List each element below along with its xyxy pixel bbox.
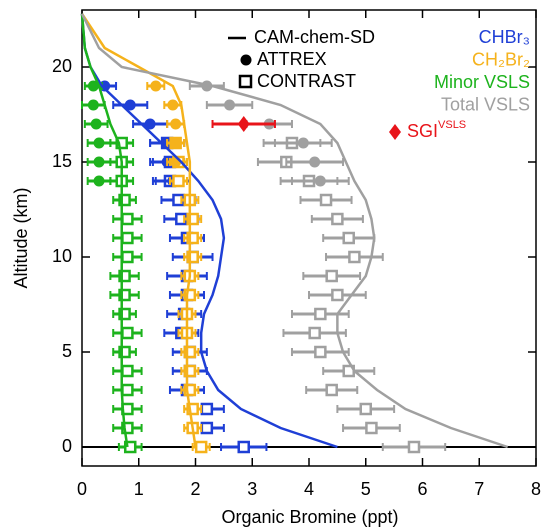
contrast-marker <box>121 383 134 397</box>
legend-label: CONTRAST <box>257 71 356 91</box>
legend-marker <box>240 54 252 66</box>
y-tick-label: 0 <box>62 436 72 456</box>
contrast-marker <box>359 402 372 416</box>
contrast-marker <box>308 326 321 340</box>
attrex-marker <box>93 137 105 149</box>
contrast-marker <box>186 231 199 245</box>
contrast-marker <box>118 269 131 283</box>
x-tick-label: 5 <box>361 479 371 499</box>
attrex-marker <box>297 137 309 149</box>
y-tick-label: 10 <box>52 246 72 266</box>
x-tick-label: 4 <box>304 479 314 499</box>
legend-label: SGIVSLS <box>407 119 466 141</box>
legend-label: Minor VSLS <box>434 72 530 92</box>
contrast-marker <box>121 364 134 378</box>
attrex-marker <box>150 80 162 92</box>
attrex-marker <box>93 156 105 168</box>
model-line <box>80 13 338 449</box>
legend-label: CH₂Br₂ <box>472 49 530 69</box>
attrex-marker <box>87 80 99 92</box>
attrex-marker <box>170 118 182 130</box>
contrast-marker <box>118 307 131 321</box>
contrast-marker <box>237 440 250 454</box>
contrast-marker <box>123 440 137 454</box>
legend-label: ATTREX <box>257 49 327 69</box>
contrast-marker <box>314 345 327 359</box>
y-tick-label: 20 <box>52 56 72 76</box>
contrast-marker <box>325 269 338 283</box>
x-tick-label: 8 <box>531 479 541 499</box>
legend-marker <box>389 124 401 140</box>
contrast-marker <box>407 440 421 454</box>
contrast-marker <box>183 383 197 397</box>
contrast-marker <box>186 250 199 264</box>
contrast-marker <box>118 345 131 359</box>
contrast-marker <box>121 421 134 435</box>
attrex-marker <box>124 99 136 111</box>
y-tick-label: 5 <box>62 341 72 361</box>
model-line <box>80 13 129 448</box>
contrast-marker <box>314 307 327 321</box>
model-line <box>80 13 197 448</box>
x-tick-label: 0 <box>77 479 87 499</box>
attrex-marker <box>93 175 105 187</box>
contrast-marker <box>325 383 338 397</box>
contrast-marker <box>365 421 378 435</box>
contrast-marker <box>200 402 214 416</box>
y-tick-label: 15 <box>52 151 72 171</box>
legend-marker <box>238 74 253 89</box>
x-tick-label: 1 <box>134 479 144 499</box>
legend-label: CAM-chem-SD <box>254 27 375 47</box>
contrast-marker <box>183 288 197 302</box>
x-tick-label: 7 <box>474 479 484 499</box>
contrast-marker <box>200 421 214 435</box>
legend-label: CHBr₃ <box>479 27 530 47</box>
contrast-marker <box>118 288 131 302</box>
contrast-marker <box>183 345 197 359</box>
attrex-marker <box>224 99 236 111</box>
contrast-marker <box>121 326 134 340</box>
attrex-marker <box>144 118 156 130</box>
x-tick-label: 2 <box>190 479 200 499</box>
contrast-marker <box>319 193 333 207</box>
contrast-marker <box>342 231 355 245</box>
contrast-marker <box>348 250 361 264</box>
contrast-marker <box>186 212 199 226</box>
y-axis-label: Altitude (km) <box>11 187 31 288</box>
model-line <box>80 13 509 449</box>
sgi-marker <box>237 116 250 132</box>
contrast-marker <box>331 212 344 226</box>
x-axis-label: Organic Bromine (ppt) <box>221 507 398 527</box>
attrex-marker <box>167 99 179 111</box>
contrast-marker <box>118 193 131 207</box>
contrast-marker <box>331 288 344 302</box>
attrex-marker <box>309 156 321 168</box>
attrex-marker <box>90 118 102 130</box>
attrex-marker <box>314 175 326 187</box>
contrast-marker <box>121 212 134 226</box>
legend-label-main: SGI <box>407 121 438 141</box>
contrast-marker <box>172 174 185 188</box>
contrast-marker <box>121 231 134 245</box>
attrex-marker <box>87 99 99 111</box>
legend-label-superscript: VSLS <box>438 119 466 131</box>
legend-label: Total VSLS <box>441 94 530 114</box>
contrast-marker <box>194 440 208 454</box>
attrex-marker <box>170 137 182 149</box>
contrast-marker <box>183 364 197 378</box>
contrast-marker <box>121 250 134 264</box>
contrast-marker <box>186 402 199 416</box>
x-tick-label: 3 <box>247 479 257 499</box>
x-tick-label: 6 <box>417 479 427 499</box>
contrast-marker <box>115 136 128 150</box>
